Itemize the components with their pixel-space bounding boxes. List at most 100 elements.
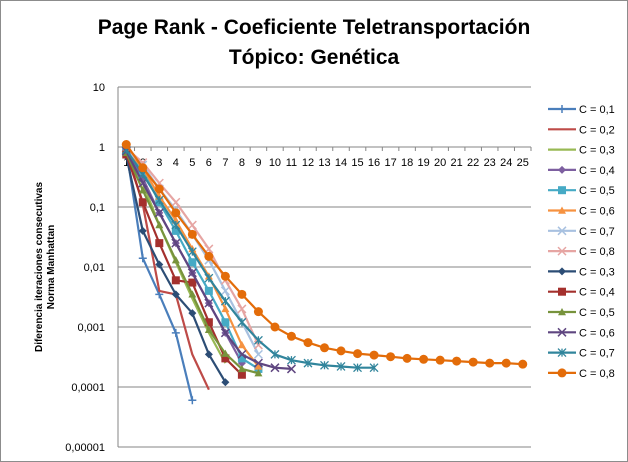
x-tick-label: 13 — [318, 157, 330, 169]
data-point — [220, 286, 230, 296]
data-point — [468, 357, 478, 367]
x-tick-label: 4 — [173, 157, 179, 169]
data-point — [187, 247, 197, 257]
y-tick-label: 0,00001 — [65, 442, 105, 454]
series-10 — [122, 150, 246, 379]
x-tick-label: 16 — [368, 157, 380, 169]
legend-item: C = 0,3 — [548, 145, 615, 157]
series-13 — [121, 145, 379, 373]
data-point — [237, 289, 247, 299]
x-tick-label: 10 — [269, 157, 281, 169]
legend-label: C = 0,4 — [579, 165, 615, 177]
x-tick-label: 5 — [189, 157, 195, 169]
x-tick-label: 24 — [500, 157, 512, 169]
legend-label: C = 0,4 — [579, 287, 615, 299]
data-point — [557, 327, 567, 337]
data-point — [154, 208, 164, 218]
data-point — [188, 396, 197, 405]
data-point — [221, 304, 230, 313]
data-point — [558, 308, 566, 316]
data-point — [286, 364, 296, 374]
data-point — [187, 268, 197, 278]
legend-label: C = 0,8 — [579, 246, 615, 258]
data-point — [320, 360, 329, 370]
y-tick-label: 1 — [99, 142, 105, 154]
data-point — [188, 278, 197, 287]
x-tick-label: 14 — [335, 157, 347, 169]
data-point — [171, 220, 181, 230]
series-12 — [121, 146, 296, 374]
series-line — [125, 149, 375, 369]
legend-item: C = 0,1 — [548, 104, 615, 116]
series-line — [125, 154, 243, 376]
x-tick-label: 25 — [517, 157, 529, 169]
legend-item: C = 0,7 — [548, 226, 615, 238]
legend-label: C = 0,1 — [579, 104, 615, 116]
data-point — [253, 358, 263, 368]
series-9 — [122, 152, 230, 387]
legend-item: C = 0,2 — [548, 124, 615, 136]
data-point — [270, 322, 280, 332]
data-point — [501, 358, 511, 368]
x-tick-label: 23 — [484, 157, 496, 169]
data-point — [286, 331, 296, 341]
legend-item: C = 0,5 — [548, 307, 615, 319]
x-tick-label: 7 — [222, 157, 228, 169]
data-point — [204, 318, 213, 327]
data-point — [171, 290, 180, 299]
data-point — [138, 254, 147, 263]
x-tick-label: 3 — [156, 157, 162, 169]
data-point — [270, 363, 280, 373]
data-point — [558, 186, 566, 195]
data-point — [287, 355, 296, 365]
chart-subtitle: Tópico: Genética — [229, 46, 400, 69]
data-point — [253, 335, 263, 345]
data-point — [485, 358, 495, 368]
data-point — [435, 355, 445, 365]
data-point — [171, 276, 180, 285]
legend-item: C = 0,6 — [548, 327, 615, 339]
data-point — [237, 370, 246, 379]
data-point — [220, 328, 230, 338]
x-tick-label: 1 — [123, 157, 129, 169]
series-lines — [121, 140, 528, 405]
data-point — [171, 256, 180, 264]
legend-item: C = 0,6 — [548, 206, 615, 218]
data-point — [204, 251, 214, 261]
y-tick-label: 0,01 — [84, 262, 105, 274]
data-point — [204, 298, 214, 308]
y-axis-label-2: Norma Manhattan — [46, 225, 57, 309]
data-point — [557, 246, 567, 256]
data-point — [237, 317, 247, 327]
data-point — [171, 197, 181, 207]
legend-item: C = 0,8 — [548, 246, 615, 258]
x-tick-label: 20 — [434, 157, 446, 169]
legend: C = 0,1 C = 0,2 C = 0,3 C = 0,4 C = 0,5 C = 0… — [548, 104, 615, 380]
data-point — [419, 354, 429, 364]
data-point — [237, 304, 247, 314]
data-point — [320, 343, 329, 353]
data-point — [204, 273, 214, 283]
data-point — [237, 364, 246, 373]
x-tick-label: 18 — [401, 157, 413, 169]
y-tick-label: 10 — [93, 82, 105, 94]
data-point — [353, 363, 362, 373]
x-tick-label: 22 — [467, 157, 479, 169]
data-point — [557, 226, 567, 236]
data-point — [557, 348, 567, 358]
legend-label: C = 0,3 — [579, 145, 615, 157]
data-point — [237, 349, 247, 359]
chart-title: Page Rank - Coeficiente Teletransportaci… — [98, 16, 531, 39]
data-point — [138, 198, 147, 207]
data-point — [171, 208, 181, 218]
data-point — [187, 220, 197, 230]
data-point — [154, 195, 164, 205]
data-point — [171, 238, 181, 248]
data-point — [171, 226, 180, 235]
data-point — [386, 352, 396, 362]
data-point — [155, 239, 164, 248]
data-point — [121, 140, 131, 150]
x-tick-label: 8 — [239, 157, 245, 169]
data-point — [220, 271, 230, 281]
